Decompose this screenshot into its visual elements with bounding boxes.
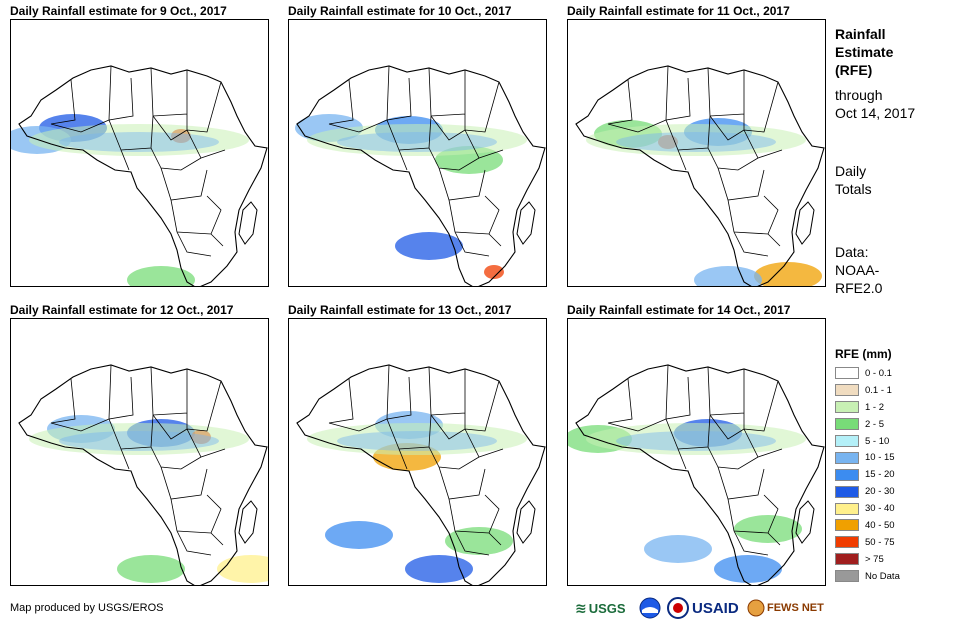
legend-item: 50 - 75 [835,534,955,551]
africa-rainfall-map [288,19,547,287]
legend-item: 5 - 10 [835,433,955,450]
legend-swatch [835,502,859,515]
legend-item: 0 - 0.1 [835,365,955,382]
africa-rainfall-map [10,318,269,586]
legend: RFE (mm) 0 - 0.1 0.1 - 1 1 - 2 2 - 5 5 - 10 1… [835,347,955,585]
legend-label: 50 - 75 [865,536,895,548]
legend-swatch [835,570,859,583]
legend-label: No Data [865,570,900,582]
logo-strip: ≋ USGS USAID FEWS NET [575,596,825,620]
legend-item: 20 - 30 [835,483,955,500]
map-panel-title: Daily Rainfall estimate for 13 Oct., 201… [288,303,512,317]
legend-label: 15 - 20 [865,469,895,481]
data-line1: Data: [835,244,869,260]
africa-rainfall-map [10,19,269,287]
fewsnet-logo: FEWS NET [747,596,824,620]
legend-swatch [835,468,859,481]
legend-swatch [835,519,859,532]
heading-line3: (RFE) [835,62,873,78]
legend-swatch [835,536,859,549]
daily-line2: Totals [835,181,872,197]
usgs-logo: ≋ USGS [575,599,626,616]
africa-rainfall-map [567,19,826,287]
legend-label: 0 - 0.1 [865,367,892,379]
legend-item: > 75 [835,551,955,568]
map-panel-title: Daily Rainfall estimate for 12 Oct., 201… [10,303,234,317]
legend-label: 30 - 40 [865,503,895,515]
usaid-logo-text: USAID [692,599,739,617]
heading-line2: Estimate [835,44,894,60]
daily-line1: Daily [835,163,867,179]
legend-swatch [835,485,859,498]
legend-swatch [835,384,859,397]
legend-swatch [835,401,859,414]
map-panel: Daily Rainfall estimate for 9 Oct., 2017 [10,3,269,287]
legend-label: 20 - 30 [865,486,895,498]
legend-item: 1 - 2 [835,399,955,416]
legend-item: 10 - 15 [835,449,955,466]
rainfall-overlay [568,419,806,583]
map-panel-title: Daily Rainfall estimate for 11 Oct., 201… [567,4,790,18]
noaa-logo [639,596,661,620]
rainfall-overlay [11,114,249,286]
legend-item: 40 - 50 [835,517,955,534]
usaid-logo: USAID [667,596,739,620]
legend-item: 15 - 20 [835,466,955,483]
rainfall-overlay [29,415,268,583]
legend-label: 10 - 15 [865,452,895,464]
legend-swatch [835,451,859,464]
africa-rainfall-map [567,318,826,586]
legend-item: 0.1 - 1 [835,382,955,399]
heading-line1: Rainfall [835,26,886,42]
footer-credit: Map produced by USGS/EROS [10,602,164,614]
map-panel: Daily Rainfall estimate for 11 Oct., 201… [567,3,826,287]
fewsnet-logo-text: FEWS NET [767,602,824,614]
map-panel-title: Daily Rainfall estimate for 9 Oct., 2017 [10,4,227,18]
legend-label: 5 - 10 [865,435,890,447]
legend-item: No Data [835,568,955,585]
legend-swatch [835,418,859,431]
map-panel: Daily Rainfall estimate for 12 Oct., 201… [10,302,269,586]
data-line3: RFE2.0 [835,280,883,296]
map-panel-title: Daily Rainfall estimate for 14 Oct., 201… [567,303,791,317]
rainfall-overlay [295,114,527,279]
data-line2: NOAA- [835,262,880,278]
map-panel: Daily Rainfall estimate for 10 Oct., 201… [288,3,547,287]
legend-item: 30 - 40 [835,500,955,517]
map-panel: Daily Rainfall estimate for 14 Oct., 201… [567,302,826,586]
legend-swatch [835,367,859,380]
legend-title: RFE (mm) [835,347,892,361]
legend-label: 0.1 - 1 [865,384,892,396]
legend-label: > 75 [865,553,884,565]
legend-swatch [835,435,859,447]
legend-label: 2 - 5 [865,418,885,430]
through-line1: through [835,87,883,103]
legend-label: 1 - 2 [865,401,885,413]
map-panel-title: Daily Rainfall estimate for 10 Oct., 201… [288,4,512,18]
africa-rainfall-map [288,318,547,586]
through-line2: Oct 14, 2017 [835,105,916,121]
usgs-logo-text: USGS [588,600,626,616]
legend-label: 40 - 50 [865,519,895,531]
legend-item: 2 - 5 [835,416,955,433]
map-panel: Daily Rainfall estimate for 13 Oct., 201… [288,302,547,586]
legend-swatch [835,553,859,566]
rainfall-overlay [586,118,822,286]
